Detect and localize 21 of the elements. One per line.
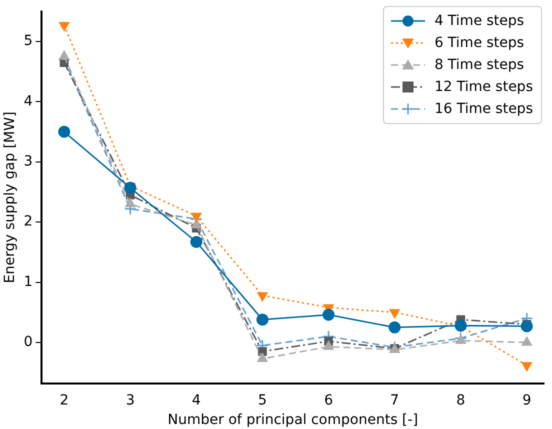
y-tick-label: 3 (24, 154, 33, 170)
x-tick-label: 7 (390, 392, 400, 408)
x-tick-label: 3 (126, 392, 135, 408)
x-tick-label: 6 (324, 392, 334, 408)
legend-label: 4 Time steps (434, 12, 524, 31)
legend-label: 6 Time steps (434, 34, 524, 53)
legend-label: 8 Time steps (434, 56, 524, 75)
y-tick-label: 1 (24, 274, 33, 290)
y-tick-label: 5 (24, 33, 33, 50)
y-tick-label: 2 (24, 214, 33, 230)
y-tick-label: 0 (24, 334, 33, 350)
y-tick-label: 4 (24, 93, 33, 110)
x-axis-title: Number of principal components [-] (168, 412, 418, 428)
x-tick-label: 5 (258, 392, 267, 408)
legend-label: 12 Time steps (434, 78, 533, 97)
x-tick-label: 8 (456, 392, 466, 408)
legend-label: 16 Time steps (434, 100, 533, 119)
x-tick-label: 4 (192, 392, 201, 408)
y-axis-title: Energy supply gap [MW] (2, 112, 18, 284)
x-tick-label: 9 (522, 392, 532, 408)
x-tick-label: 2 (60, 392, 69, 408)
